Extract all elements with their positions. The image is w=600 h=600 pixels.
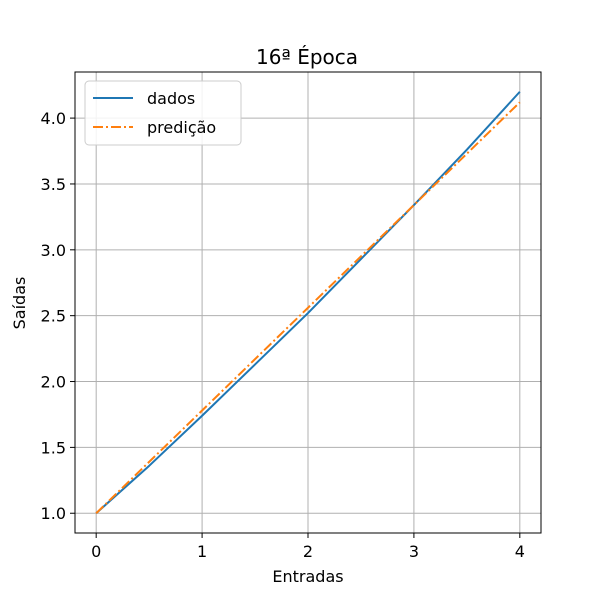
x-tick-label: 1 <box>197 542 207 561</box>
y-tick-label: 2.5 <box>41 307 66 326</box>
y-tick-label: 3.5 <box>41 175 66 194</box>
chart-title: 16ª Época <box>256 45 358 69</box>
legend: dados predição <box>84 80 242 146</box>
series-line-dados <box>95 91 521 514</box>
y-tick-label: 2.0 <box>41 373 66 392</box>
y-axis-label: Saídas <box>10 277 29 330</box>
legend-label-dados: dados <box>147 89 195 108</box>
y-tick-label: 1.5 <box>41 438 66 457</box>
series-line-predicao <box>95 101 521 514</box>
x-tick-label: 2 <box>303 542 313 561</box>
legend-label-predicao: predição <box>147 118 216 137</box>
y-tick-label: 4.0 <box>41 109 66 128</box>
x-tick-label: 0 <box>91 542 101 561</box>
y-tick-label: 1.0 <box>41 504 66 523</box>
series-layer <box>95 91 521 514</box>
x-axis-label: Entradas <box>272 567 343 586</box>
x-tick-label: 3 <box>409 542 419 561</box>
tick-layer: 0 1 2 3 4 1.0 1.5 2.0 2.5 3.0 3.5 4.0 <box>41 109 525 561</box>
x-tick-label: 4 <box>515 542 525 561</box>
y-tick-label: 3.0 <box>41 241 66 260</box>
